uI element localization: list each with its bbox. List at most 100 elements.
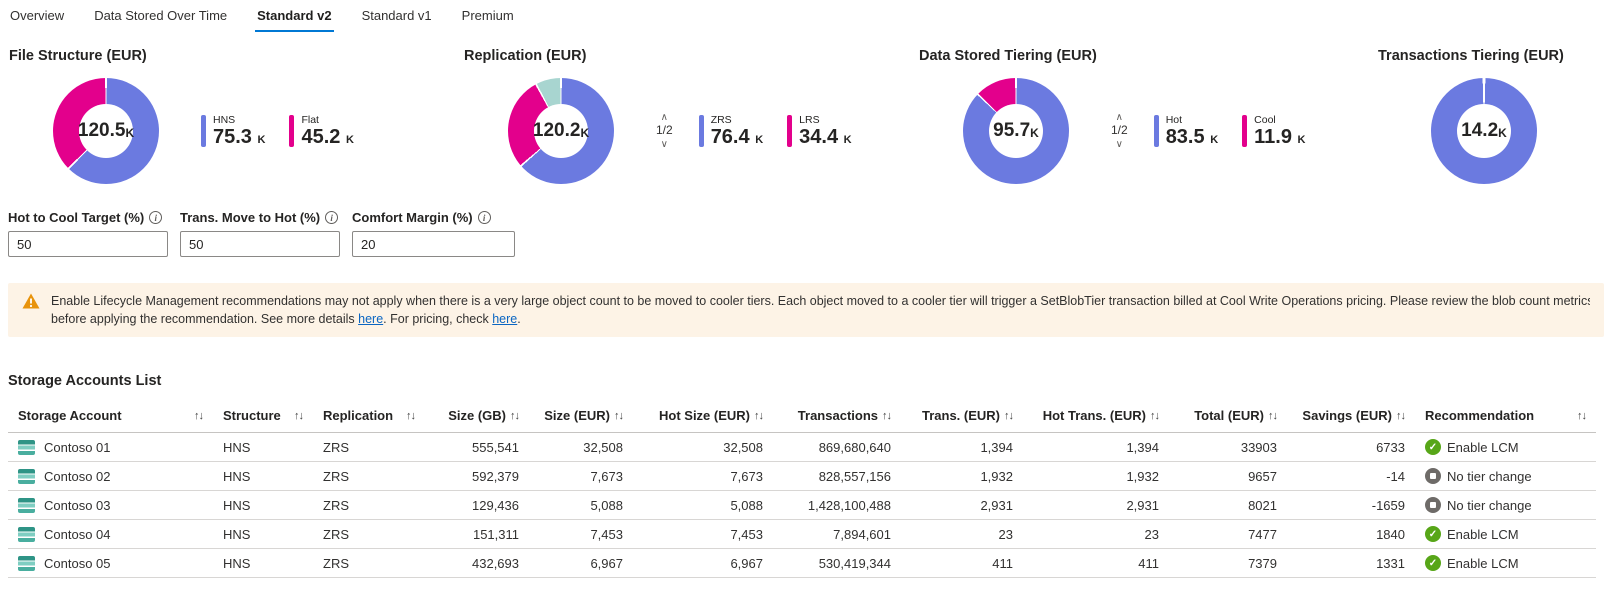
donut-chart-replication[interactable]: 120.2 K: [508, 78, 614, 184]
col-header-trans-eur[interactable]: Trans. (EUR) ↑↓: [901, 399, 1023, 434]
col-header-transactions[interactable]: Transactions ↑↓: [773, 399, 901, 434]
col-header-hot-trans-eur[interactable]: Hot Trans. (EUR) ↑↓: [1023, 399, 1169, 434]
account-name: Contoso 03: [44, 497, 111, 513]
sort-icon: ↑↓: [614, 409, 624, 422]
legend-value: 45.2 K: [301, 126, 354, 148]
stop-circle-icon: [1425, 497, 1441, 514]
replication-cell: ZRS: [313, 548, 425, 579]
tab-data-stored-over-time[interactable]: Data Stored Over Time: [94, 8, 228, 23]
info-icon[interactable]: i: [325, 211, 339, 224]
structure-cell: HNS: [213, 490, 313, 521]
storage-account-icon: [18, 526, 35, 542]
recommendation-label: Enable LCM: [1447, 526, 1519, 542]
replication-cell: ZRS: [313, 432, 425, 463]
size-eur-cell: 6,967: [529, 548, 633, 579]
size-gb-cell: 555,541: [425, 432, 529, 463]
col-header-savings-eur[interactable]: Savings (EUR) ↑↓: [1287, 399, 1415, 434]
col-header-hot-size-eur[interactable]: Hot Size (EUR) ↑↓: [633, 399, 773, 434]
hot-size-eur-cell: 7,453: [633, 519, 773, 550]
transactions-cell: 7,894,601: [773, 519, 901, 550]
sort-icon: ↑↓: [754, 409, 764, 422]
legend-value: 75.3 K: [213, 126, 266, 148]
info-icon[interactable]: i: [149, 211, 163, 224]
hot-size-eur-cell: 6,967: [633, 548, 773, 579]
comfort-margin-input[interactable]: [352, 231, 515, 257]
trans-eur-cell: 23: [901, 519, 1023, 550]
tab-premium[interactable]: Premium: [461, 8, 514, 23]
table-row[interactable]: Contoso 04 HNS ZRS 151,311 7,453 7,453 7…: [8, 519, 1596, 550]
size-eur-cell: 7,673: [529, 461, 633, 492]
col-header-structure[interactable]: Structure ↑↓: [213, 399, 313, 434]
recommendation-label: Enable LCM: [1447, 555, 1519, 571]
details-link[interactable]: here: [358, 312, 384, 327]
replication-cell: ZRS: [313, 490, 425, 521]
legend-label: Cool: [1254, 114, 1276, 126]
col-header-recommendation[interactable]: Recommendation ↑↓: [1415, 399, 1596, 434]
table-row[interactable]: Contoso 02 HNS ZRS 592,379 7,673 7,673 8…: [8, 461, 1596, 492]
size-eur-cell: 32,508: [529, 432, 633, 463]
savings-eur-cell: -14: [1287, 461, 1415, 492]
donut-chart-file-structure[interactable]: 120.5 K: [53, 78, 159, 184]
table-row[interactable]: Contoso 05 HNS ZRS 432,693 6,967 6,967 5…: [8, 548, 1596, 579]
sort-icon: ↑↓: [294, 409, 304, 422]
total-eur-cell: 33903: [1169, 432, 1287, 463]
hot-trans-eur-cell: 2,931: [1023, 490, 1169, 521]
legend-item-hns[interactable]: HNS 75.3 K: [201, 114, 265, 148]
tab-standard-v2[interactable]: Standard v2: [255, 6, 334, 32]
chevron-down-icon[interactable]: ∨: [660, 138, 668, 150]
trans-eur-cell: 1,394: [901, 432, 1023, 463]
tab-standard-v1[interactable]: Standard v1: [361, 8, 432, 23]
legend-color-bar: [787, 115, 793, 147]
chevron-down-icon[interactable]: ∨: [1115, 138, 1123, 150]
sort-icon: ↑↓: [510, 409, 520, 422]
donut-chart-data-stored-tiering[interactable]: 95.7 K: [963, 78, 1069, 184]
hot-trans-eur-cell: 411: [1023, 548, 1169, 579]
legend-item-cool[interactable]: Cool 11.9 K: [1242, 114, 1305, 148]
storage-account-icon: [18, 497, 35, 513]
hot-size-eur-cell: 7,673: [633, 461, 773, 492]
pricing-link[interactable]: here: [492, 312, 518, 327]
donut-chart-transactions-tiering[interactable]: 14.2 K: [1431, 78, 1537, 184]
col-header-replication[interactable]: Replication ↑↓: [313, 399, 425, 434]
legend-label: Hot: [1165, 114, 1183, 126]
legend-label: HNS: [213, 114, 236, 126]
legend-pager: ∧ 1/2 ∨: [1111, 112, 1128, 149]
table-row[interactable]: Contoso 01 HNS ZRS 555,541 32,508 32,508…: [8, 432, 1596, 463]
total-eur-cell: 7379: [1169, 548, 1287, 579]
chart-title: File Structure (EUR): [9, 48, 147, 64]
chevron-up-icon[interactable]: ∧: [660, 112, 668, 124]
trans-eur-cell: 1,932: [901, 461, 1023, 492]
trans-move-to-hot-input[interactable]: [180, 231, 340, 257]
info-icon[interactable]: i: [477, 211, 491, 224]
storage-account-icon: [18, 468, 35, 484]
col-header-storage-account[interactable]: Storage Account ↑↓: [8, 399, 213, 434]
charts-row: File Structure (EUR) 120.5 K HNS 75.3 K: [0, 48, 1604, 184]
legend-page-indicator: 1/2: [1111, 123, 1128, 138]
col-header-size-eur[interactable]: Size (EUR) ↑↓: [529, 399, 633, 434]
col-header-total-eur[interactable]: Total (EUR) ↑↓: [1169, 399, 1287, 434]
savings-eur-cell: -1659: [1287, 490, 1415, 521]
field-trans-move-to-hot: Trans. Move to Hot (%) i: [180, 210, 340, 257]
size-eur-cell: 5,088: [529, 490, 633, 521]
banner-text: Enable Lifecycle Management recommendati…: [51, 292, 1590, 328]
field-label: Trans. Move to Hot (%) i: [180, 210, 340, 225]
account-name: Contoso 01: [44, 439, 111, 455]
sort-icon: ↑↓: [194, 409, 204, 422]
legend-value: 76.4 K: [710, 126, 764, 148]
transactions-cell: 1,428,100,488: [773, 490, 901, 521]
trans-eur-cell: 411: [901, 548, 1023, 579]
table-row[interactable]: Contoso 03 HNS ZRS 129,436 5,088 5,088 1…: [8, 490, 1596, 521]
chevron-up-icon[interactable]: ∧: [1115, 112, 1123, 124]
chart-title: Transactions Tiering (EUR): [1378, 48, 1564, 64]
tab-overview[interactable]: Overview: [10, 8, 65, 23]
legend-item-hot[interactable]: Hot 83.5 K: [1153, 114, 1218, 148]
col-header-size-gb[interactable]: Size (GB) ↑↓: [425, 399, 529, 434]
sort-icon: ↑↓: [1577, 409, 1587, 422]
field-label: Hot to Cool Target (%) i: [8, 210, 168, 225]
legend-item-zrs[interactable]: ZRS 76.4 K: [698, 114, 764, 148]
hot-to-cool-target-input[interactable]: [8, 231, 168, 257]
legend-item-flat[interactable]: Flat 45.2 K: [289, 114, 354, 148]
legend-item-lrs[interactable]: LRS 34.4 K: [787, 114, 852, 148]
stop-circle-icon: [1425, 468, 1441, 485]
savings-eur-cell: 1331: [1287, 548, 1415, 579]
